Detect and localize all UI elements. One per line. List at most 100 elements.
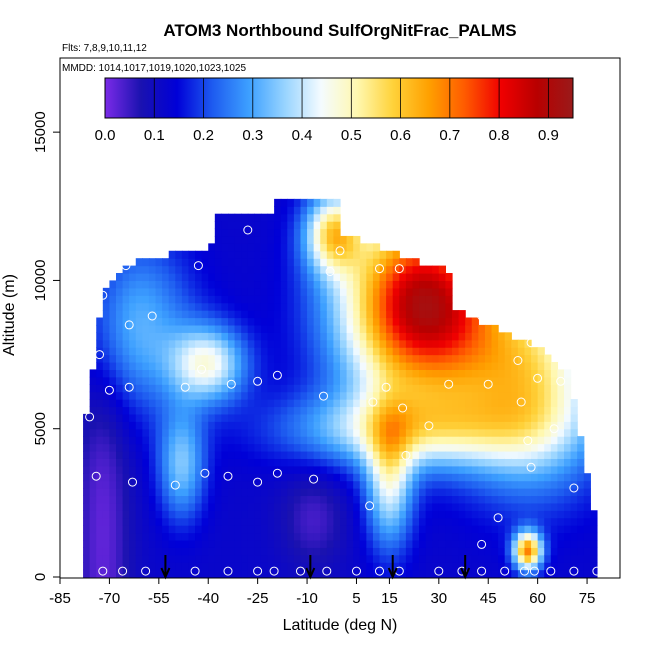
heatmap-cell bbox=[333, 206, 341, 215]
heatmap-cell bbox=[399, 347, 407, 356]
heatmap-cell bbox=[267, 428, 275, 437]
heatmap-cell bbox=[372, 273, 381, 282]
heatmap-cell bbox=[570, 450, 578, 459]
heatmap-cell bbox=[366, 517, 374, 526]
heatmap-cell bbox=[254, 421, 262, 430]
heatmap-cell bbox=[471, 332, 479, 341]
heatmap-cell bbox=[379, 539, 387, 548]
heatmap-cell bbox=[175, 250, 183, 259]
heatmap-cell bbox=[320, 317, 328, 326]
heatmap-cell bbox=[214, 458, 223, 467]
heatmap-cell bbox=[372, 361, 381, 370]
heatmap-cell bbox=[129, 347, 137, 356]
heatmap-cell bbox=[307, 443, 315, 452]
heatmap-cell bbox=[478, 436, 486, 445]
heatmap-cell bbox=[280, 413, 288, 422]
heatmap-cell bbox=[550, 399, 559, 408]
heatmap-cell bbox=[287, 206, 295, 215]
heatmap-cell bbox=[102, 413, 111, 422]
heatmap-cell bbox=[234, 465, 242, 474]
heatmap-cell bbox=[228, 428, 236, 437]
heatmap-cell bbox=[122, 302, 130, 311]
heatmap-cell bbox=[280, 495, 288, 504]
heatmap-cell bbox=[201, 495, 209, 504]
heatmap-cell bbox=[307, 213, 315, 222]
heatmap-cell bbox=[155, 480, 163, 489]
heatmap-cell bbox=[379, 554, 387, 563]
heatmap-cell bbox=[102, 354, 111, 363]
heatmap-cell bbox=[366, 569, 374, 578]
heatmap-cell bbox=[293, 228, 302, 237]
heatmap-cell bbox=[241, 465, 249, 474]
y-tick-label: 0 bbox=[32, 573, 49, 581]
heatmap-cell bbox=[129, 436, 137, 445]
heatmap-cell bbox=[168, 406, 176, 415]
heatmap-cell bbox=[142, 554, 150, 563]
heatmap-cell bbox=[386, 436, 394, 445]
heatmap-cell bbox=[221, 339, 229, 348]
heatmap-cell bbox=[135, 399, 143, 408]
heatmap-cell bbox=[195, 332, 203, 341]
heatmap-cell bbox=[155, 562, 163, 571]
heatmap-cell bbox=[478, 391, 486, 400]
heatmap-cell bbox=[175, 295, 183, 304]
heatmap-cell bbox=[524, 376, 532, 385]
heatmap-cell bbox=[260, 488, 269, 497]
heatmap-cell bbox=[168, 421, 176, 430]
heatmap-cell bbox=[83, 458, 91, 467]
heatmap-cell bbox=[340, 235, 348, 244]
heatmap-cell bbox=[214, 384, 223, 393]
heatmap-cell bbox=[511, 510, 519, 519]
heatmap-cell bbox=[142, 547, 150, 556]
heatmap-cell bbox=[142, 317, 150, 326]
heatmap-cell bbox=[392, 310, 400, 319]
heatmap-cell bbox=[129, 406, 137, 415]
heatmap-cell bbox=[148, 295, 157, 304]
heatmap-cell bbox=[116, 532, 124, 541]
heatmap-cell bbox=[109, 310, 117, 319]
heatmap-cell bbox=[445, 428, 453, 437]
heatmap-cell bbox=[531, 554, 539, 563]
heatmap-cell bbox=[307, 198, 315, 207]
heatmap-cell bbox=[425, 450, 433, 459]
heatmap-cell bbox=[247, 339, 255, 348]
heatmap-cell bbox=[432, 317, 440, 326]
heatmap-cell bbox=[175, 465, 183, 474]
heatmap-cell bbox=[313, 310, 321, 319]
heatmap-cell bbox=[320, 547, 328, 556]
heatmap-cell bbox=[155, 554, 163, 563]
heatmap-cell bbox=[491, 384, 499, 393]
heatmap-cell bbox=[260, 295, 269, 304]
heatmap-cell bbox=[208, 332, 216, 341]
heatmap-cell bbox=[260, 317, 269, 326]
heatmap-cell bbox=[247, 317, 255, 326]
heatmap-cell bbox=[300, 198, 308, 207]
heatmap-cell bbox=[287, 391, 295, 400]
heatmap-cell bbox=[537, 399, 545, 408]
heatmap-cell bbox=[438, 495, 447, 504]
heatmap-cell bbox=[116, 399, 124, 408]
heatmap-cell bbox=[313, 243, 321, 252]
heatmap-cell bbox=[214, 569, 223, 578]
heatmap-cell bbox=[564, 510, 572, 519]
heatmap-cell bbox=[425, 265, 433, 274]
heatmap-cell bbox=[419, 428, 427, 437]
heatmap-cell bbox=[405, 488, 414, 497]
heatmap-cell bbox=[83, 421, 91, 430]
heatmap-cell bbox=[247, 347, 255, 356]
heatmap-cell bbox=[300, 324, 308, 333]
heatmap-cell bbox=[412, 480, 420, 489]
heatmap-cell bbox=[465, 436, 473, 445]
heatmap-cell bbox=[524, 436, 532, 445]
heatmap-cell bbox=[346, 265, 354, 274]
heatmap-cell bbox=[234, 525, 242, 534]
heatmap-cell bbox=[307, 317, 315, 326]
heatmap-cell bbox=[116, 450, 124, 459]
heatmap-cell bbox=[412, 510, 420, 519]
heatmap-cell bbox=[359, 525, 367, 534]
heatmap-cell bbox=[142, 280, 150, 289]
heatmap-cell bbox=[504, 458, 512, 467]
heatmap-cell bbox=[241, 332, 249, 341]
heatmap-cell bbox=[83, 488, 91, 497]
heatmap-cell bbox=[557, 465, 565, 474]
